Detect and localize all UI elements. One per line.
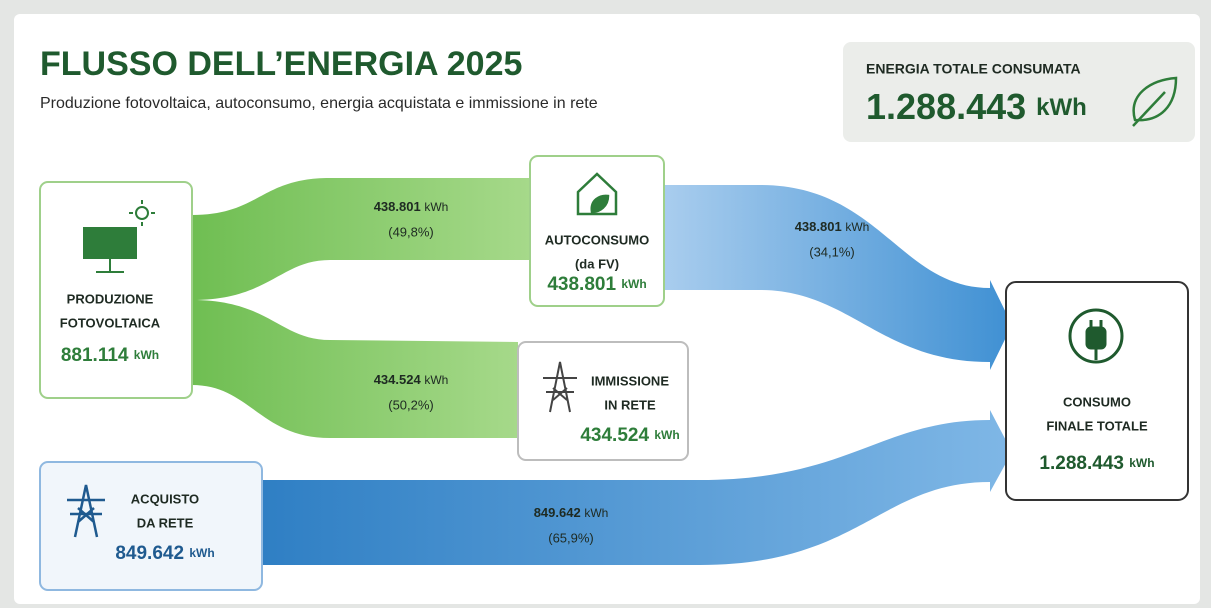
node-label: ACQUISTO: [131, 491, 199, 506]
node-box: [39, 181, 193, 399]
node-label: (da FV): [575, 256, 619, 271]
flow-value: 438.801 kWh: [374, 199, 449, 214]
value: 438.801: [547, 274, 616, 295]
unit: kWh: [189, 546, 214, 560]
node-label: PRODUZIONE: [67, 291, 154, 306]
subtitle: Produzione fotovoltaica, autoconsumo, en…: [40, 95, 598, 112]
node-box: [39, 461, 263, 591]
node-label: FINALE TOTALE: [1046, 418, 1148, 433]
flow-share: (49,8%): [388, 224, 434, 239]
pylon-icon: [67, 484, 105, 538]
flow-green: [192, 300, 518, 438]
value: 849.642: [534, 505, 581, 520]
value: 849.642: [115, 543, 184, 564]
node-value: 438.801 kWh: [547, 274, 646, 295]
total-box: [843, 42, 1195, 142]
node-label: IN RETE: [604, 397, 656, 412]
node-value: 881.114 kWh: [61, 345, 159, 366]
flow-share: (34,1%): [809, 244, 855, 259]
value: 434.524: [580, 425, 649, 446]
total-value: 1.288.443 kWh: [866, 86, 1087, 127]
unit: kWh: [424, 373, 448, 387]
flow-share: (50,2%): [388, 397, 434, 412]
title: FLUSSO DELL’ENERGIA 2025: [40, 45, 522, 83]
value: 438.801: [374, 199, 421, 214]
value: 881.114: [61, 345, 129, 366]
unit: kWh: [654, 428, 679, 442]
house-icon: [576, 172, 618, 216]
solar-icon: [83, 200, 155, 273]
node-box: [529, 155, 665, 307]
unit: kWh: [584, 506, 608, 520]
node-value: 849.642 kWh: [115, 543, 214, 564]
pylon-icon: [543, 361, 577, 413]
unit: kWh: [845, 220, 869, 234]
value: 1.288.443: [1039, 453, 1124, 474]
value: 438.801: [795, 219, 842, 234]
node-label: FOTOVOLTAICA: [60, 315, 161, 330]
flow-blue: [664, 185, 1012, 370]
plug-icon: [1068, 308, 1124, 364]
node-label: IMMISSIONE: [591, 373, 669, 388]
unit: kWh: [621, 277, 646, 291]
total-label: ENERGIA TOTALE CONSUMATA: [866, 61, 1081, 77]
node-label: DA RETE: [137, 515, 194, 530]
flow-green: [192, 178, 530, 300]
unit: kWh: [134, 348, 159, 362]
node-label: CONSUMO: [1063, 394, 1131, 409]
flow-value: 438.801 kWh: [795, 219, 870, 234]
node-label: AUTOCONSUMO: [545, 232, 649, 247]
node-value: 434.524 kWh: [580, 425, 679, 446]
flow-value: 434.524 kWh: [374, 372, 449, 387]
flow-blue: [262, 410, 1012, 565]
flow-value: 849.642 kWh: [534, 505, 609, 520]
leaf-icon: [1132, 76, 1178, 127]
node-box: [517, 341, 689, 461]
unit: kWh: [1129, 456, 1154, 470]
node-value: 1.288.443 kWh: [1039, 453, 1154, 474]
unit: kWh: [424, 200, 448, 214]
node-box: [1005, 281, 1189, 501]
flow-share: (65,9%): [548, 530, 594, 545]
value: 434.524: [374, 372, 422, 387]
